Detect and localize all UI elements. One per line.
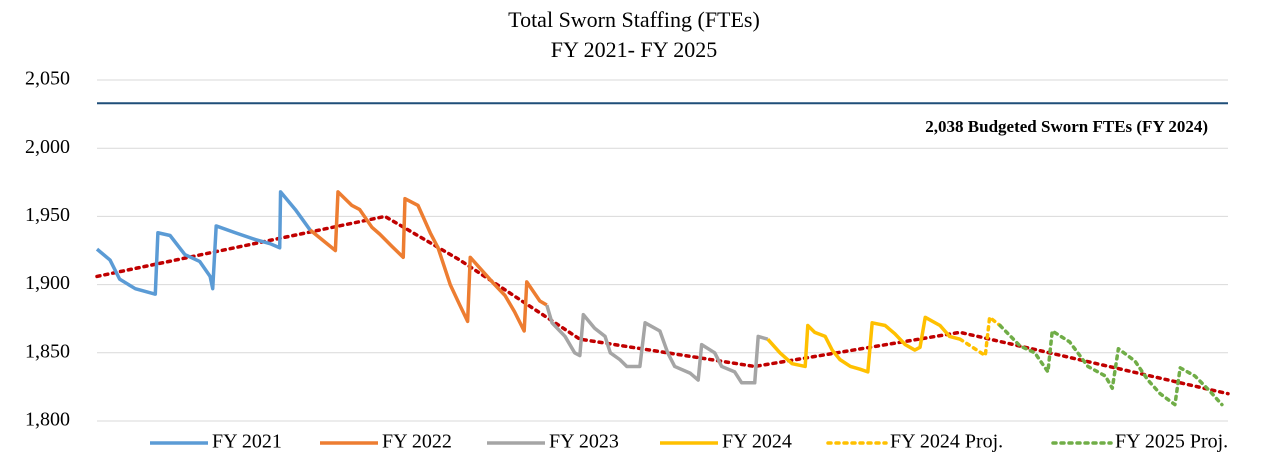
y-tick-label: 1,850 <box>25 340 70 362</box>
series-line <box>95 190 312 296</box>
series-line <box>766 315 961 374</box>
y-tick-label: 2,050 <box>25 68 70 90</box>
series-line <box>998 323 1224 407</box>
legend-label: FY 2021 <box>212 431 282 453</box>
y-tick-label: 2,000 <box>25 136 70 158</box>
legend-label: FY 2024 Proj. <box>890 431 1003 453</box>
legend-label: FY 2025 Proj. <box>1115 431 1228 453</box>
legend-label: FY 2023 <box>549 431 619 453</box>
chart-subtitle: FY 2021- FY 2025 <box>551 37 717 62</box>
chart-title: Total Sworn Staffing (FTEs) <box>508 7 760 32</box>
y-tick-label: 1,800 <box>25 409 70 431</box>
reference-label: 2,038 Budgeted Sworn FTEs (FY 2024) <box>925 117 1208 136</box>
series-line <box>309 190 548 333</box>
series-line <box>545 304 769 385</box>
series-line <box>958 315 1002 358</box>
legend-label: FY 2022 <box>382 431 452 453</box>
y-tick-label: 1,950 <box>25 204 70 226</box>
y-tick-label: 1,900 <box>25 272 70 294</box>
legend-label: FY 2024 <box>722 431 792 453</box>
